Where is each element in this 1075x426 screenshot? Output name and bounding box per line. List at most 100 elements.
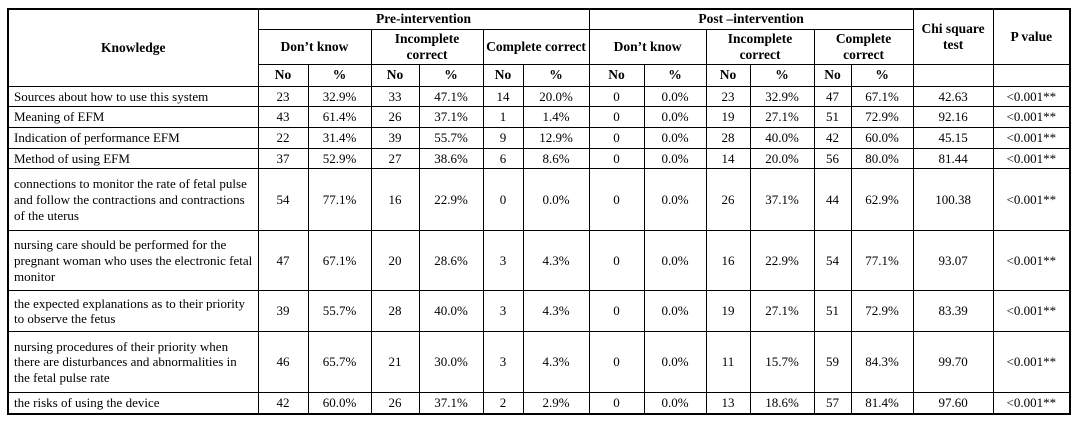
chi-square-cell: 83.39: [912, 290, 994, 333]
table-row: Meaning of EFM 43 61.4% 26 37.1% 1 1.4% …: [7, 106, 1071, 129]
no-cell: 23: [705, 85, 751, 108]
pct-cell: 60.0%: [307, 392, 372, 415]
no-cell: 42: [257, 392, 309, 415]
pct-cell: 2.9%: [522, 392, 590, 415]
p-value-cell: <0.001**: [992, 331, 1071, 394]
no-cell: 0: [588, 230, 645, 292]
no-cell: 19: [705, 290, 751, 333]
header-pct: %: [749, 63, 815, 87]
pct-cell: 0.0%: [643, 85, 707, 108]
no-cell: 54: [813, 230, 852, 292]
no-cell: 51: [813, 106, 852, 129]
knowledge-cell: the expected explanations as to their pr…: [7, 290, 259, 333]
no-cell: 16: [705, 230, 751, 292]
pct-cell: 60.0%: [850, 127, 914, 149]
header-no: No: [813, 63, 852, 87]
no-cell: 54: [257, 168, 309, 232]
no-cell: 23: [257, 85, 309, 108]
no-cell: 42: [813, 127, 852, 149]
pct-cell: 0.0%: [643, 168, 707, 232]
pct-cell: 32.9%: [307, 85, 372, 108]
header-pct: %: [418, 63, 484, 87]
header-no: No: [257, 63, 309, 87]
header-pct: %: [850, 63, 914, 87]
pct-cell: 62.9%: [850, 168, 914, 232]
table-row: connections to monitor the rate of fetal…: [7, 168, 1071, 232]
pct-cell: 72.9%: [850, 290, 914, 333]
pct-cell: 37.1%: [749, 168, 815, 232]
p-value-cell: <0.001**: [992, 230, 1071, 292]
chi-square-cell: 99.70: [912, 331, 994, 394]
header-knowledge: Knowledge: [7, 8, 259, 87]
no-cell: 39: [257, 290, 309, 333]
no-cell: 0: [588, 106, 645, 129]
header-post-dont-know: Don’t know: [588, 28, 707, 65]
no-cell: 0: [588, 85, 645, 108]
knowledge-cell: Meaning of EFM: [7, 106, 259, 129]
pct-cell: 40.0%: [418, 290, 484, 333]
no-cell: 56: [813, 147, 852, 170]
pct-cell: 18.6%: [749, 392, 815, 415]
header-no: No: [482, 63, 524, 87]
table-row: nursing care should be performed for the…: [7, 230, 1071, 292]
p-value-cell: <0.001**: [992, 147, 1071, 170]
no-cell: 16: [370, 168, 420, 232]
header-pct: %: [307, 63, 372, 87]
pct-cell: 77.1%: [850, 230, 914, 292]
pct-cell: 30.0%: [418, 331, 484, 394]
header-row-groups: Knowledge Pre-intervention Post –interve…: [7, 8, 1071, 87]
pct-cell: 12.9%: [522, 127, 590, 149]
knowledge-cell: nursing procedures of their priority whe…: [7, 331, 259, 394]
pct-cell: 1.4%: [522, 106, 590, 129]
pct-cell: 15.7%: [749, 331, 815, 394]
header-post-incomplete-correct: Incomplete correct: [705, 28, 815, 65]
pct-cell: 20.0%: [522, 85, 590, 108]
header-pct: %: [643, 63, 707, 87]
no-cell: 19: [705, 106, 751, 129]
p-value-cell: <0.001**: [992, 392, 1071, 415]
header-post-intervention: Post –intervention: [588, 8, 914, 30]
chi-square-cell: 45.15: [912, 127, 994, 149]
pct-cell: 55.7%: [418, 127, 484, 149]
no-cell: 28: [370, 290, 420, 333]
header-pct: %: [522, 63, 590, 87]
pct-cell: 32.9%: [749, 85, 815, 108]
pct-cell: 8.6%: [522, 147, 590, 170]
no-cell: 33: [370, 85, 420, 108]
no-cell: 51: [813, 290, 852, 333]
header-no: No: [588, 63, 645, 87]
p-value-cell: <0.001**: [992, 290, 1071, 333]
no-cell: 2: [482, 392, 524, 415]
pct-cell: 20.0%: [749, 147, 815, 170]
pct-cell: 4.3%: [522, 230, 590, 292]
no-cell: 21: [370, 331, 420, 394]
header-pre-incomplete-correct: Incomplete correct: [370, 28, 484, 65]
no-cell: 46: [257, 331, 309, 394]
pct-cell: 81.4%: [850, 392, 914, 415]
chi-square-cell: 93.07: [912, 230, 994, 292]
header-row-no-pct: No % No % No % No % No % No %: [8, 63, 1071, 87]
pct-cell: 4.3%: [522, 290, 590, 333]
pct-cell: 37.1%: [418, 106, 484, 129]
pct-cell: 0.0%: [522, 168, 590, 232]
no-cell: 0: [588, 290, 645, 333]
no-cell: 0: [588, 127, 645, 149]
p-value-cell: <0.001**: [992, 127, 1071, 149]
no-cell: 6: [482, 147, 524, 170]
pct-cell: 67.1%: [307, 230, 372, 292]
no-cell: 0: [588, 168, 645, 232]
knowledge-cell: the risks of using the device: [7, 392, 259, 415]
pct-cell: 40.0%: [749, 127, 815, 149]
header-pre-dont-know: Don’t know: [257, 28, 372, 65]
no-cell: 28: [705, 127, 751, 149]
chi-square-cell: 42.63: [912, 85, 994, 108]
header-pre-complete-correct: Complete correct: [482, 28, 590, 65]
no-cell: 27: [370, 147, 420, 170]
no-cell: 14: [482, 85, 524, 108]
no-cell: 3: [482, 331, 524, 394]
knowledge-table: Knowledge Pre-intervention Post –interve…: [7, 8, 1072, 415]
no-cell: 0: [482, 168, 524, 232]
table-row: nursing procedures of their priority whe…: [7, 331, 1071, 394]
pct-cell: 31.4%: [307, 127, 372, 149]
no-cell: 59: [813, 331, 852, 394]
